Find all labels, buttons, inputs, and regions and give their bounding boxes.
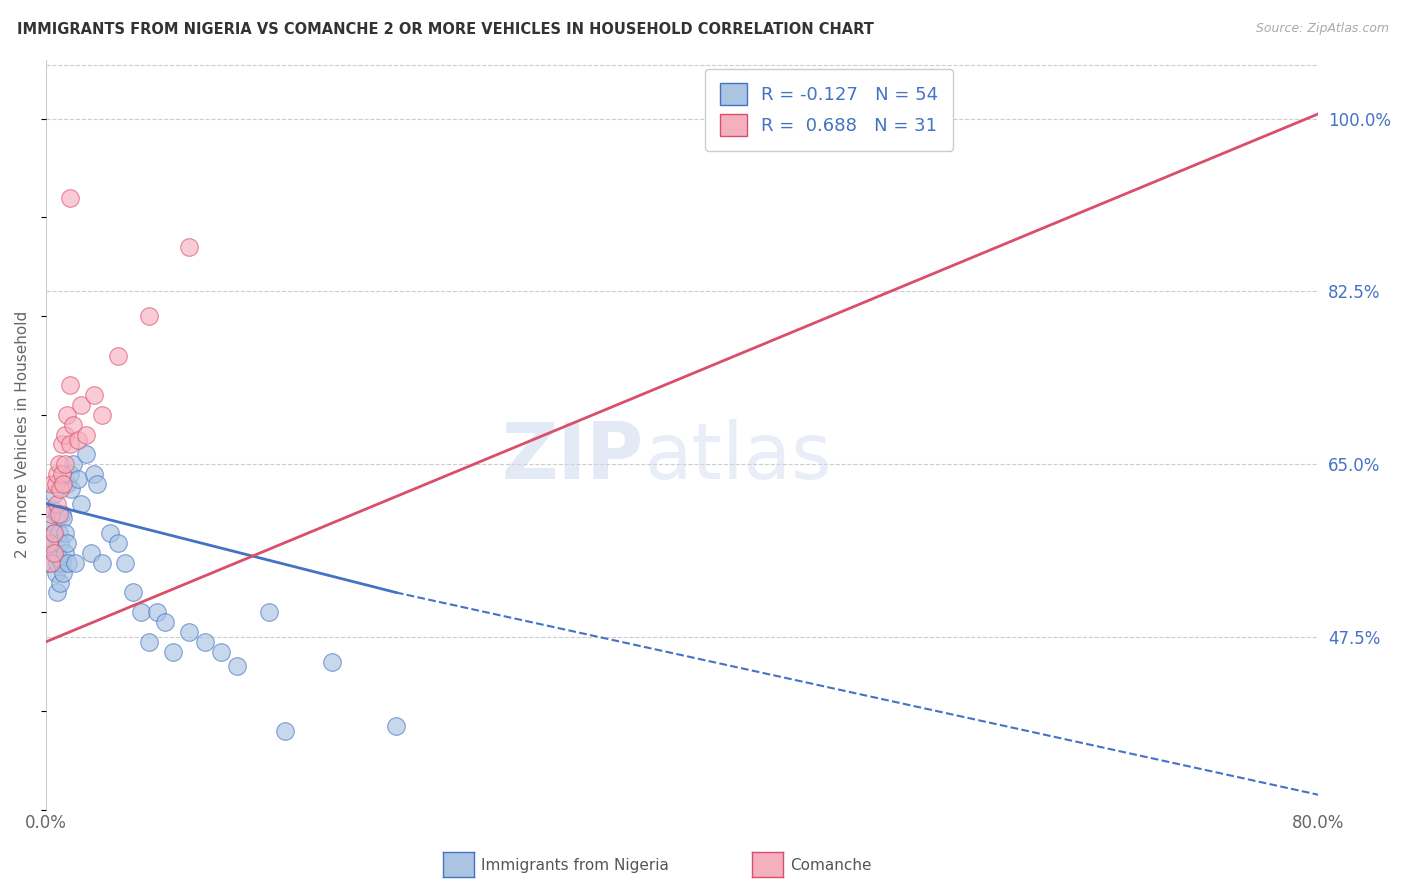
Point	[39, 507, 62, 521]
Point	[49, 482, 72, 496]
Point	[86, 476, 108, 491]
Point	[273, 723, 295, 738]
Point	[209, 645, 232, 659]
Point	[37, 541, 59, 555]
Point	[66, 472, 89, 486]
Point	[42, 526, 65, 541]
Point	[162, 645, 184, 659]
Point	[46, 497, 69, 511]
Point	[42, 546, 65, 560]
Text: ZIP: ZIP	[502, 419, 644, 495]
Point	[177, 624, 200, 639]
Point	[48, 526, 70, 541]
Point	[49, 575, 72, 590]
Point	[83, 467, 105, 481]
Point	[90, 556, 112, 570]
Point	[42, 487, 65, 501]
Point	[90, 408, 112, 422]
Point	[70, 497, 93, 511]
Point	[385, 719, 408, 733]
Point	[48, 550, 70, 565]
Point	[48, 507, 70, 521]
Point	[225, 659, 247, 673]
Point	[51, 556, 73, 570]
Point	[62, 417, 84, 432]
Point	[44, 546, 66, 560]
Text: atlas: atlas	[644, 419, 831, 495]
Point	[107, 536, 129, 550]
Point	[53, 427, 76, 442]
Point	[37, 556, 59, 570]
Point	[38, 536, 60, 550]
Point	[59, 191, 82, 205]
Point	[51, 437, 73, 451]
Point	[122, 585, 145, 599]
Point	[60, 482, 83, 496]
Point	[70, 398, 93, 412]
Point	[107, 349, 129, 363]
Point	[75, 447, 97, 461]
Legend: R = -0.127   N = 54, R =  0.688   N = 31: R = -0.127 N = 54, R = 0.688 N = 31	[706, 69, 953, 151]
Point	[194, 634, 217, 648]
Point	[62, 457, 84, 471]
Point	[114, 556, 136, 570]
Point	[39, 531, 62, 545]
Point	[52, 476, 75, 491]
Text: IMMIGRANTS FROM NIGERIA VS COMANCHE 2 OR MORE VEHICLES IN HOUSEHOLD CORRELATION : IMMIGRANTS FROM NIGERIA VS COMANCHE 2 OR…	[17, 22, 873, 37]
Point	[38, 536, 60, 550]
Point	[41, 516, 63, 531]
Point	[46, 585, 69, 599]
Point	[53, 526, 76, 541]
Point	[138, 309, 160, 323]
Point	[177, 240, 200, 254]
Y-axis label: 2 or more Vehicles in Household: 2 or more Vehicles in Household	[15, 311, 30, 558]
Point	[83, 388, 105, 402]
Point	[63, 556, 86, 570]
Point	[155, 615, 177, 629]
Text: Immigrants from Nigeria: Immigrants from Nigeria	[481, 858, 669, 872]
Point	[51, 467, 73, 481]
Point	[42, 526, 65, 541]
Point	[39, 556, 62, 570]
Point	[66, 433, 89, 447]
Point	[138, 634, 160, 648]
Point	[98, 526, 121, 541]
Text: Comanche: Comanche	[790, 858, 872, 872]
Point	[48, 457, 70, 471]
Point	[52, 511, 75, 525]
Point	[59, 437, 82, 451]
Point	[59, 378, 82, 392]
Text: Source: ZipAtlas.com: Source: ZipAtlas.com	[1256, 22, 1389, 36]
Point	[52, 566, 75, 580]
Point	[44, 476, 66, 491]
Point	[51, 507, 73, 521]
Point	[53, 546, 76, 560]
Point	[55, 476, 77, 491]
Point	[75, 427, 97, 442]
Point	[55, 408, 77, 422]
Point	[79, 546, 101, 560]
Point	[53, 457, 76, 471]
Point	[131, 605, 153, 619]
Point	[55, 536, 77, 550]
Point	[46, 507, 69, 521]
Point	[41, 476, 63, 491]
Point	[46, 556, 69, 570]
Point	[41, 501, 63, 516]
Point	[58, 556, 80, 570]
Point	[321, 655, 343, 669]
Point	[146, 605, 169, 619]
Point	[257, 605, 280, 619]
Point	[59, 467, 82, 481]
Point	[46, 467, 69, 481]
Point	[44, 566, 66, 580]
Point	[49, 536, 72, 550]
